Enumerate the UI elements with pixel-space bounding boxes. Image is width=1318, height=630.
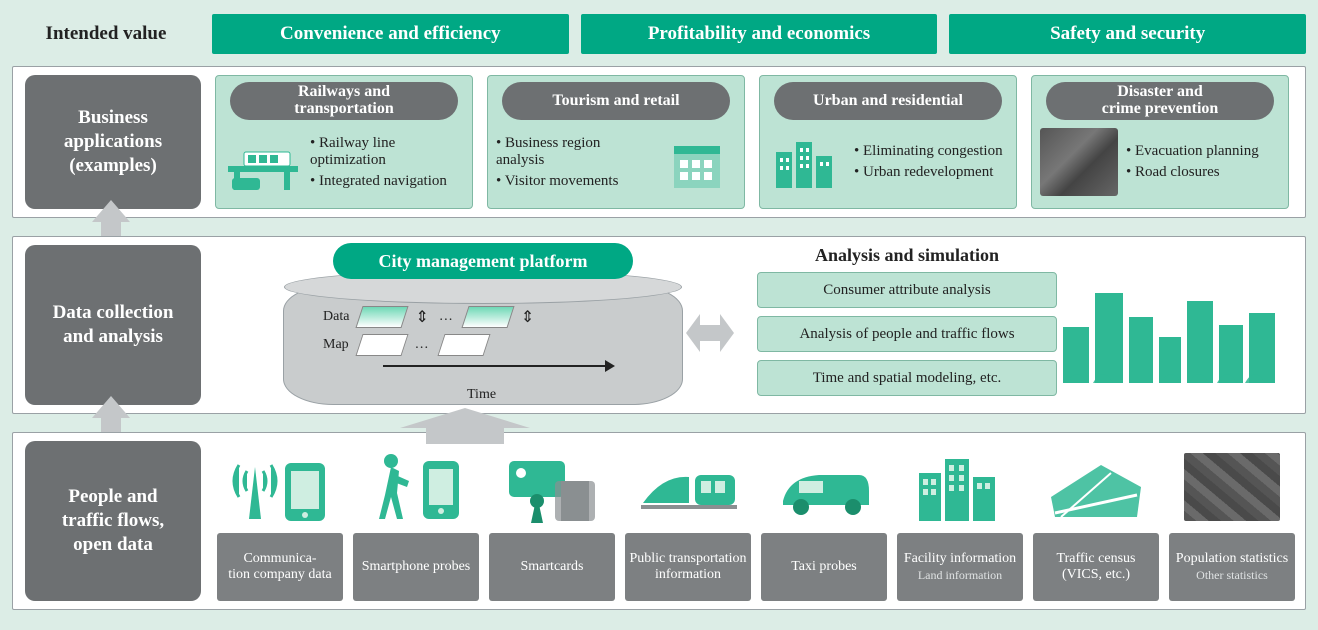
urban-icon [768, 128, 846, 196]
app-card-urban: Urban and residential [759, 75, 1017, 209]
app-card-railways: Railways andtransportation Railway line … [215, 75, 473, 209]
sources-label: People andtraffic flows,open data [25, 441, 201, 601]
census-icon [1033, 441, 1159, 533]
app-item: Eliminating congestion [854, 143, 1008, 160]
platform-title: City management platform [333, 243, 633, 279]
taxi-icon [761, 441, 887, 533]
row-applications: Businessapplications(examples) Railways … [12, 66, 1306, 218]
analysis-column: Analysis and simulation Consumer attribu… [757, 245, 1057, 404]
source-comm-company: Communica-tion company data [217, 441, 343, 601]
railway-icon [224, 128, 302, 196]
app-card-disaster: Disaster andcrime prevention Evacuation … [1031, 75, 1289, 209]
retail-icon [658, 128, 736, 196]
source-label: Communica-tion company data [217, 533, 343, 601]
source-smartphone: Smartphone probes [353, 441, 479, 601]
app-title: Railways andtransportation [230, 82, 458, 120]
value-pill-convenience: Convenience and efficiency [212, 14, 569, 54]
source-label: Facility informationLand information [897, 533, 1023, 601]
applications-cards: Railways andtransportation Railway line … [215, 75, 1289, 209]
axis-data-label: Data [323, 309, 349, 325]
analysis-title: Analysis and simulation [757, 245, 1057, 266]
source-label: Population statisticsOther statistics [1169, 533, 1295, 601]
tower-icon [217, 441, 343, 533]
app-items: Evacuation planning Road closures [1126, 122, 1280, 202]
sources-list: Communica-tion company data Smartphone p… [217, 441, 1295, 601]
app-title: Disaster andcrime prevention [1046, 82, 1274, 120]
source-traffic-census: Traffic census (VICS, etc.) [1033, 441, 1159, 601]
header-row: Intended value Convenience and efficienc… [12, 14, 1306, 54]
source-label: Public transportation information [625, 533, 751, 601]
facility-icon [897, 441, 1023, 533]
axis-map-label: Map [323, 337, 349, 353]
row-middle: Data collectionand analysis City managem… [12, 236, 1306, 414]
intended-value-label: Intended value [12, 14, 200, 54]
source-label: Smartphone probes [353, 533, 479, 601]
disaster-icon [1040, 128, 1118, 196]
app-item: Evacuation planning [1126, 143, 1280, 160]
analysis-item: Consumer attribute analysis [757, 272, 1057, 308]
source-smartcards: Smartcards [489, 441, 615, 601]
platform: City management platform Data ⇕ … ⇕ Map … [283, 247, 683, 405]
app-title: Tourism and retail [502, 82, 730, 120]
card-icon [489, 441, 615, 533]
app-item: Railway line optimization [310, 135, 464, 169]
app-items: Railway line optimization Integrated nav… [310, 122, 464, 202]
middle-label: Data collectionand analysis [25, 245, 201, 405]
train-icon [625, 441, 751, 533]
source-label: Taxi probes [761, 533, 887, 601]
app-item: Visitor movements [496, 173, 650, 190]
value-pill-profitability: Profitability and economics [581, 14, 938, 54]
app-item: Urban redevelopment [854, 164, 1008, 181]
applications-label: Businessapplications(examples) [25, 75, 201, 209]
app-items: Eliminating congestion Urban redevelopme… [854, 122, 1008, 202]
app-item: Integrated navigation [310, 173, 464, 190]
value-pill-safety: Safety and security [949, 14, 1306, 54]
source-facility: Facility informationLand information [897, 441, 1023, 601]
source-label: Traffic census (VICS, etc.) [1033, 533, 1159, 601]
app-title: Urban and residential [774, 82, 1002, 120]
source-public-transport: Public transportation information [625, 441, 751, 601]
source-label: Smartcards [489, 533, 615, 601]
source-population: Population statisticsOther statistics [1169, 441, 1295, 601]
skyline-icon [1057, 267, 1287, 393]
analysis-item: Analysis of people and traffic flows [757, 316, 1057, 352]
axis-time-label: Time [467, 387, 496, 403]
app-item: Business region analysis [496, 135, 650, 169]
stats-icon [1169, 441, 1295, 533]
app-items: Business region analysis Visitor movemen… [496, 122, 650, 202]
row-sources: People andtraffic flows,open data Commun… [12, 432, 1306, 610]
pedestrian-icon [353, 441, 479, 533]
bidirectional-arrow [686, 314, 734, 352]
analysis-item: Time and spatial modeling, etc. [757, 360, 1057, 396]
wide-up-arrow [400, 408, 530, 444]
app-item: Road closures [1126, 164, 1280, 181]
app-card-tourism: Tourism and retail Business region analy… [487, 75, 745, 209]
source-taxi: Taxi probes [761, 441, 887, 601]
